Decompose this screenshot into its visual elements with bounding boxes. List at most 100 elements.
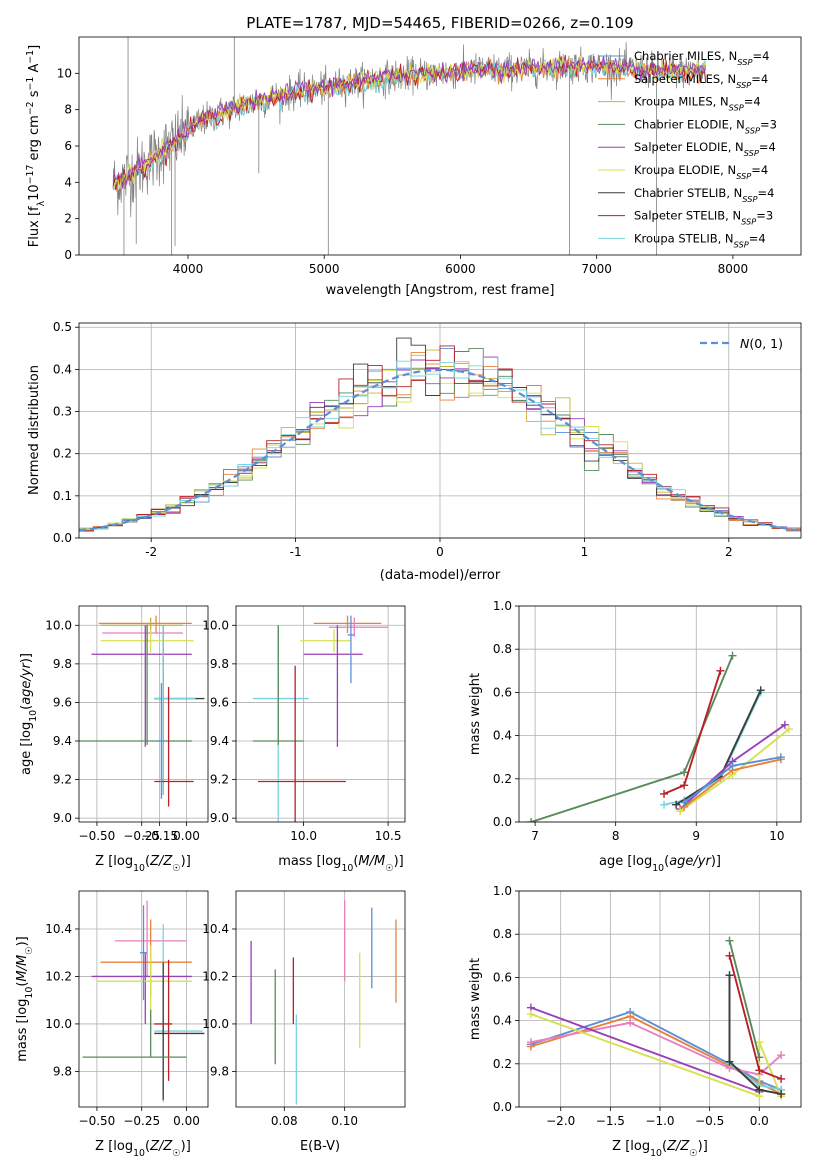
y-tick-label: 0.3 <box>53 405 72 419</box>
weight-line <box>530 655 734 822</box>
chart-title: PLATE=1787, MJD=54465, FIBERID=0266, z=0… <box>246 14 633 32</box>
x-axis-label: Z [log10(Z/Z☉)] <box>95 1139 191 1159</box>
axes-spectrum: 4000 5000 6000 7000 8000 0 2 4 6 8 10 <box>57 36 802 276</box>
axes-frame <box>235 605 406 823</box>
y-tick-label: 10.4 <box>45 922 72 936</box>
y-tick-label: 9.8 <box>53 657 72 671</box>
x-tick-label: -2 <box>145 545 157 559</box>
y-tick-label: 9.4 <box>210 734 229 748</box>
legend-label: Salpeter MILES, NSSP=4 <box>634 72 768 90</box>
axes-frame <box>78 605 209 823</box>
y-tick-label: 0.2 <box>493 1057 512 1071</box>
y-tick-label: 0.5 <box>53 320 72 334</box>
normal-curve <box>79 368 801 532</box>
legend-label: N(0, 1) <box>740 336 783 351</box>
x-tick-label: 10.5 <box>375 829 402 843</box>
y-tick-label: 0.6 <box>493 970 512 984</box>
x-tick-label: 8 <box>612 829 620 843</box>
axes-frame <box>78 890 209 1108</box>
axes-mass_vs_EBV: 0.08 0.10 9.8 10.0 10.2 10.4 <box>202 890 406 1128</box>
axes-frame <box>518 605 802 823</box>
y-axis-label: mass weight <box>468 958 483 1040</box>
y-tick-label: 9.2 <box>53 773 72 787</box>
y-tick-label: 10.4 <box>202 922 229 936</box>
y-tick-label: 0.0 <box>53 531 72 545</box>
x-axis-label: age [log10(age/yr)] <box>599 854 721 874</box>
x-tick-label: 7 <box>531 829 539 843</box>
y-tick-label: 0.2 <box>53 447 72 461</box>
plot-area-mass_weight_vs_Z <box>526 936 786 1101</box>
y-tick-label: 10.0 <box>202 1017 229 1031</box>
axes-mass_weight_vs_Z: −2.0 −1.5 −1.0 −0.5 0.0 0.0 0.2 0.4 0.6 0.8 1.0 <box>493 884 802 1128</box>
legend-label: Kroupa STELIB, NSSP=4 <box>634 231 766 249</box>
plot-area-residuals <box>79 337 801 532</box>
y-tick-label: 9.2 <box>210 773 229 787</box>
axes-frame <box>518 890 802 1108</box>
x-tick-label: 10.0 <box>290 829 317 843</box>
legend: Chabrier MILES, NSSP=4 Salpeter MILES, NS… <box>598 49 777 249</box>
x-tick-label: 1 <box>581 545 589 559</box>
y-tick-label: 2 <box>64 212 72 226</box>
x-tick-label: 0.00 <box>173 1114 200 1128</box>
x-tick-label: −2.0 <box>546 1114 575 1128</box>
y-tick-label: 10.0 <box>202 618 229 632</box>
x-tick-label: 0.10 <box>331 1114 358 1128</box>
y-tick-label: 0.4 <box>53 362 72 376</box>
x-tick-label: 0.08 <box>271 1114 298 1128</box>
y-tick-label: 9.8 <box>53 1064 72 1078</box>
weight-line <box>530 1006 760 1093</box>
model-spectrum <box>112 55 707 189</box>
y-tick-label: 9.6 <box>53 695 72 709</box>
x-tick-label: 8000 <box>718 262 749 276</box>
y-axis-label: mass [log10(M/M☉)] <box>15 936 35 1062</box>
y-axis-label: age [log10(age/yr)] <box>19 653 39 775</box>
x-tick-label: −0.50 <box>79 829 116 843</box>
x-tick-label: 6000 <box>445 262 476 276</box>
axes-frame <box>78 36 802 256</box>
y-tick-label: 1.0 <box>493 884 512 898</box>
x-tick-label: 0.0 <box>750 1114 769 1128</box>
y-tick-label: 9.0 <box>53 811 72 825</box>
weight-line <box>530 1021 782 1076</box>
plot-area-age_vs_mass <box>252 615 389 822</box>
legend-label: Chabrier STELIB, NSSP=4 <box>634 186 774 204</box>
x-tick-label: −0.25 <box>123 829 160 843</box>
legend: N(0, 1) <box>700 336 783 351</box>
x-tick-label: 0.00 <box>173 829 200 843</box>
y-axis-label: mass weight <box>468 673 483 755</box>
y-tick-label: 9.6 <box>210 695 229 709</box>
plot-area-spectrum <box>112 37 707 255</box>
legend-label: Kroupa ELODIE, NSSP=4 <box>634 163 768 181</box>
x-tick-label: 9 <box>692 829 700 843</box>
axes-age_vs_mass: 10.0 10.5 9.0 9.2 9.4 9.6 9.8 10.0 <box>202 605 406 843</box>
plot-area-age_vs_Z <box>79 615 205 807</box>
x-tick-label: −0.5 <box>695 1114 724 1128</box>
weight-line <box>728 940 761 1058</box>
y-tick-label: 0.0 <box>493 815 512 829</box>
x-axis-label: (data-model)/error <box>380 568 501 583</box>
x-axis-label: wavelength [Angstrom, rest frame] <box>326 283 555 298</box>
y-axis-label: Flux [fλ10−17 erg cm−2 s−1 A−1] <box>25 45 47 247</box>
y-tick-label: 0.8 <box>493 642 512 656</box>
y-axis-label: Normed distribution <box>27 365 42 495</box>
y-tick-label: 4 <box>64 175 72 189</box>
axes-frame <box>78 322 802 539</box>
x-axis-label: Z [log10(Z/Z☉)] <box>95 854 191 874</box>
y-tick-label: 0.4 <box>493 1014 512 1028</box>
axes-residuals: -2 -1 0 1 2 0.0 0.1 0.2 0.3 0.4 0.5 <box>53 320 802 559</box>
x-tick-label: 0 <box>436 545 444 559</box>
y-tick-label: 9.8 <box>210 1064 229 1078</box>
legend-label: Salpeter ELODIE, NSSP=4 <box>634 140 776 158</box>
x-tick-label: −0.50 <box>79 1114 116 1128</box>
x-axis-label: mass [log10(M/M☉)] <box>278 854 404 874</box>
weight-line <box>728 975 782 1095</box>
x-tick-label: −0.25 <box>123 1114 160 1128</box>
x-tick-label: −1.5 <box>596 1114 625 1128</box>
y-tick-label: 10.0 <box>45 618 72 632</box>
y-tick-label: 10.2 <box>45 969 72 983</box>
x-axis-label: Z [log10(Z/Z☉)] <box>612 1139 708 1159</box>
y-tick-label: 10 <box>57 66 72 80</box>
axes-frame <box>235 890 406 1108</box>
y-tick-label: 0.8 <box>493 927 512 941</box>
x-axis-label: E(B-V) <box>300 1139 340 1154</box>
